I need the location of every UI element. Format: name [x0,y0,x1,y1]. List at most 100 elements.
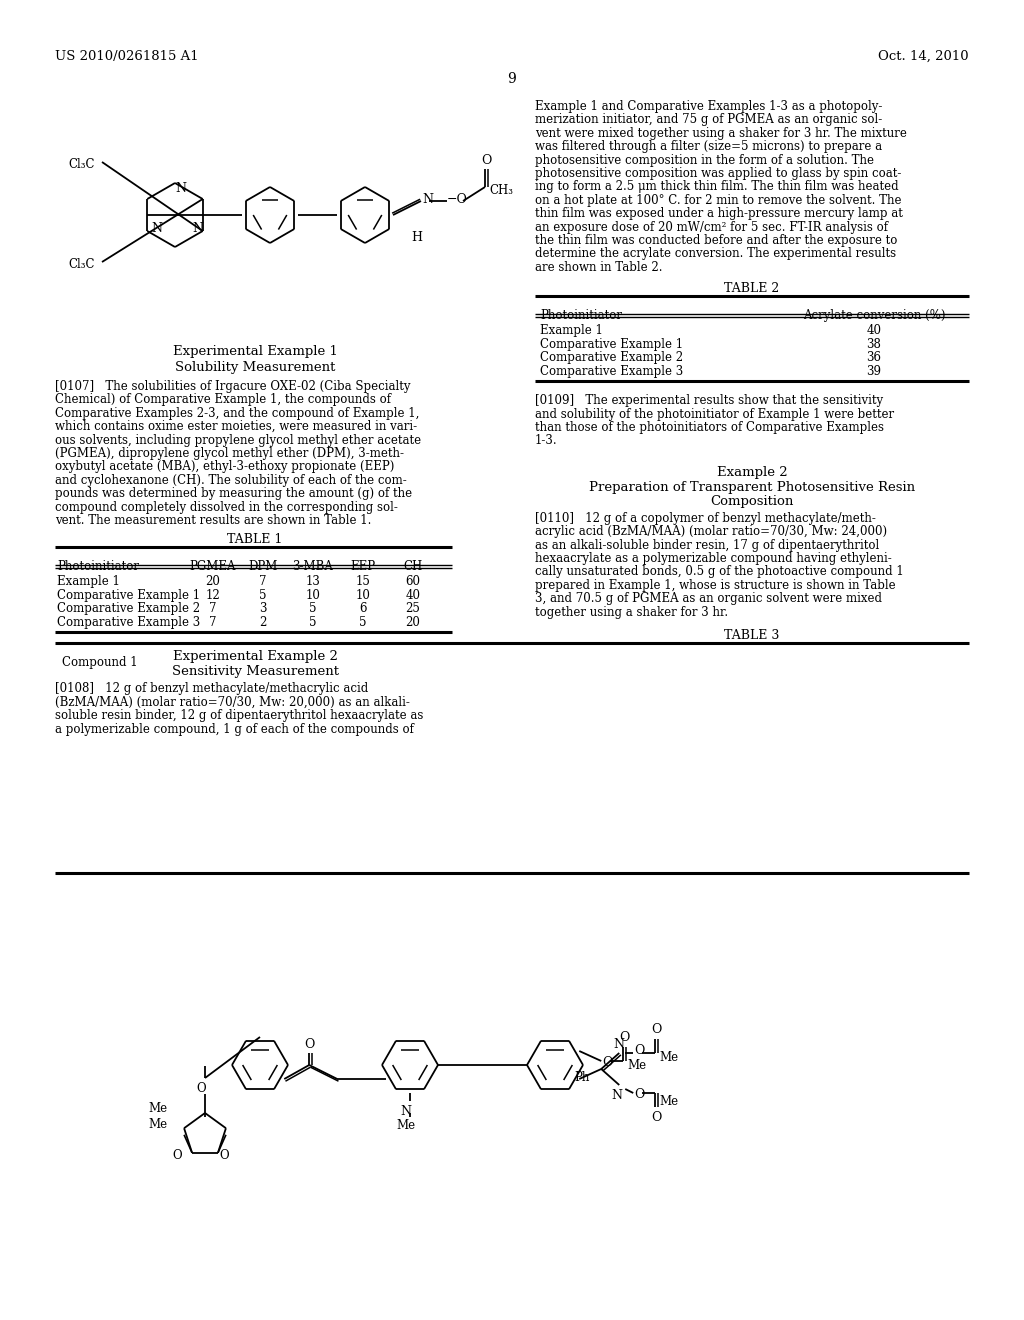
Text: N: N [400,1105,412,1118]
Text: Sensitivity Measurement: Sensitivity Measurement [171,665,339,678]
Text: 5: 5 [309,602,316,615]
Text: are shown in Table 2.: are shown in Table 2. [535,261,663,273]
Text: TABLE 3: TABLE 3 [724,630,779,642]
Text: Me: Me [628,1059,646,1072]
Text: 20: 20 [206,576,220,589]
Text: Preparation of Transparent Photosensitive Resin: Preparation of Transparent Photosensitiv… [589,480,915,494]
Text: O: O [304,1038,314,1051]
Text: Comparative Example 3: Comparative Example 3 [540,364,683,378]
Text: 40: 40 [406,589,421,602]
Text: O: O [634,1044,645,1057]
Text: Cl₃C: Cl₃C [68,257,94,271]
Text: 3-MBA: 3-MBA [293,561,334,573]
Text: ous solvents, including propylene glycol methyl ether acetate: ous solvents, including propylene glycol… [55,433,421,446]
Text: 60: 60 [406,576,421,589]
Text: Example 1 and Comparative Examples 1-3 as a photopoly-: Example 1 and Comparative Examples 1-3 a… [535,100,883,114]
Text: [0109]   The experimental results show that the sensitivity: [0109] The experimental results show tha… [535,395,883,407]
Text: 9: 9 [508,73,516,86]
Text: 3: 3 [259,602,266,615]
Text: Composition: Composition [711,495,794,508]
Text: Example 1: Example 1 [57,576,120,589]
Text: Me: Me [148,1102,167,1115]
Text: ing to form a 2.5 μm thick thin film. The thin film was heated: ing to form a 2.5 μm thick thin film. Th… [535,181,899,194]
Text: Comparative Examples 2-3, and the compound of Example 1,: Comparative Examples 2-3, and the compou… [55,407,420,420]
Text: 39: 39 [866,364,882,378]
Text: [0108]   12 g of benzyl methacylate/methacrylic acid: [0108] 12 g of benzyl methacylate/methac… [55,682,369,696]
Text: 7: 7 [259,576,266,589]
Text: 36: 36 [866,351,882,364]
Text: CH: CH [403,561,423,573]
Text: vent were mixed together using a shaker for 3 hr. The mixture: vent were mixed together using a shaker … [535,127,907,140]
Text: 7: 7 [209,616,217,628]
Text: Oct. 14, 2010: Oct. 14, 2010 [879,50,969,63]
Text: H: H [412,231,423,244]
Text: EEP: EEP [350,561,376,573]
Text: TABLE 2: TABLE 2 [724,282,779,296]
Text: 10: 10 [355,589,371,602]
Text: 10: 10 [305,589,321,602]
Text: oxybutyl acetate (MBA), ethyl-3-ethoxy propionate (EEP): oxybutyl acetate (MBA), ethyl-3-ethoxy p… [55,461,394,474]
Text: N: N [613,1038,625,1051]
Text: photosensitive composition in the form of a solution. The: photosensitive composition in the form o… [535,153,874,166]
Text: 5: 5 [359,616,367,628]
Text: 6: 6 [359,602,367,615]
Text: O: O [651,1023,662,1036]
Text: Comparative Example 2: Comparative Example 2 [57,602,200,615]
Text: O: O [602,1056,612,1069]
Text: which contains oxime ester moieties, were measured in vari-: which contains oxime ester moieties, wer… [55,420,417,433]
Text: the thin film was conducted before and after the exposure to: the thin film was conducted before and a… [535,234,897,247]
Text: Experimental Example 1: Experimental Example 1 [173,345,338,358]
Text: 5: 5 [259,589,266,602]
Text: Me: Me [148,1118,167,1131]
Text: O: O [219,1150,228,1163]
Text: 1-3.: 1-3. [535,434,558,447]
Text: Comparative Example 3: Comparative Example 3 [57,616,201,628]
Text: thin film was exposed under a high-pressure mercury lamp at: thin film was exposed under a high-press… [535,207,903,220]
Text: N: N [193,223,204,235]
Text: O: O [634,1089,645,1101]
Text: Example 2: Example 2 [717,466,787,479]
Text: Acrylate conversion (%): Acrylate conversion (%) [803,309,945,322]
Text: 20: 20 [406,616,421,628]
Text: Cl₃C: Cl₃C [68,158,94,172]
Text: Me: Me [396,1119,416,1133]
Text: Compound 1: Compound 1 [62,656,137,669]
Text: and solubility of the photoinitiator of Example 1 were better: and solubility of the photoinitiator of … [535,408,894,421]
Text: O: O [651,1111,662,1125]
Text: 5: 5 [309,616,316,628]
Text: [0107]   The solubilities of Irgacure OXE-02 (Ciba Specialty: [0107] The solubilities of Irgacure OXE-… [55,380,411,393]
Text: acrylic acid (BzMA/MAA) (molar ratio=70/30, Mw: 24,000): acrylic acid (BzMA/MAA) (molar ratio=70/… [535,525,887,539]
Text: Photoinitiator: Photoinitiator [540,309,622,322]
Text: compound completely dissolved in the corresponding sol-: compound completely dissolved in the cor… [55,500,398,513]
Text: 38: 38 [866,338,882,351]
Text: Experimental Example 2: Experimental Example 2 [173,651,338,664]
Text: hexaacrylate as a polymerizable compound having ethyleni-: hexaacrylate as a polymerizable compound… [535,552,892,565]
Text: Chemical) of Comparative Example 1, the compounds of: Chemical) of Comparative Example 1, the … [55,393,391,407]
Text: Me: Me [659,1051,678,1064]
Text: together using a shaker for 3 hr.: together using a shaker for 3 hr. [535,606,728,619]
Text: N: N [152,223,162,235]
Text: than those of the photoinitiators of Comparative Examples: than those of the photoinitiators of Com… [535,421,884,434]
Text: Me: Me [659,1096,678,1107]
Text: O: O [172,1150,182,1163]
Text: 40: 40 [866,325,882,337]
Text: TABLE 1: TABLE 1 [227,533,283,546]
Text: Solubility Measurement: Solubility Measurement [175,360,335,374]
Text: cally unsaturated bonds, 0.5 g of the photoactive compound 1: cally unsaturated bonds, 0.5 g of the ph… [535,565,904,578]
Text: US 2010/0261815 A1: US 2010/0261815 A1 [55,50,199,63]
Text: N: N [611,1089,623,1102]
Text: an exposure dose of 20 mW/cm² for 5 sec. FT-IR analysis of: an exposure dose of 20 mW/cm² for 5 sec.… [535,220,888,234]
Text: Comparative Example 2: Comparative Example 2 [540,351,683,364]
Text: O: O [481,154,492,168]
Text: [0110]   12 g of a copolymer of benzyl methacylate/meth-: [0110] 12 g of a copolymer of benzyl met… [535,512,876,525]
Text: −O: −O [447,193,468,206]
Text: 3, and 70.5 g of PGMEA as an organic solvent were mixed: 3, and 70.5 g of PGMEA as an organic sol… [535,593,882,605]
Text: 15: 15 [355,576,371,589]
Text: a polymerizable compound, 1 g of each of the compounds of: a polymerizable compound, 1 g of each of… [55,722,414,735]
Text: Comparative Example 1: Comparative Example 1 [540,338,683,351]
Text: O: O [620,1031,630,1044]
Text: N: N [175,182,186,195]
Text: on a hot plate at 100° C. for 2 min to remove the solvent. The: on a hot plate at 100° C. for 2 min to r… [535,194,901,207]
Text: PGMEA: PGMEA [189,561,237,573]
Text: 25: 25 [406,602,421,615]
